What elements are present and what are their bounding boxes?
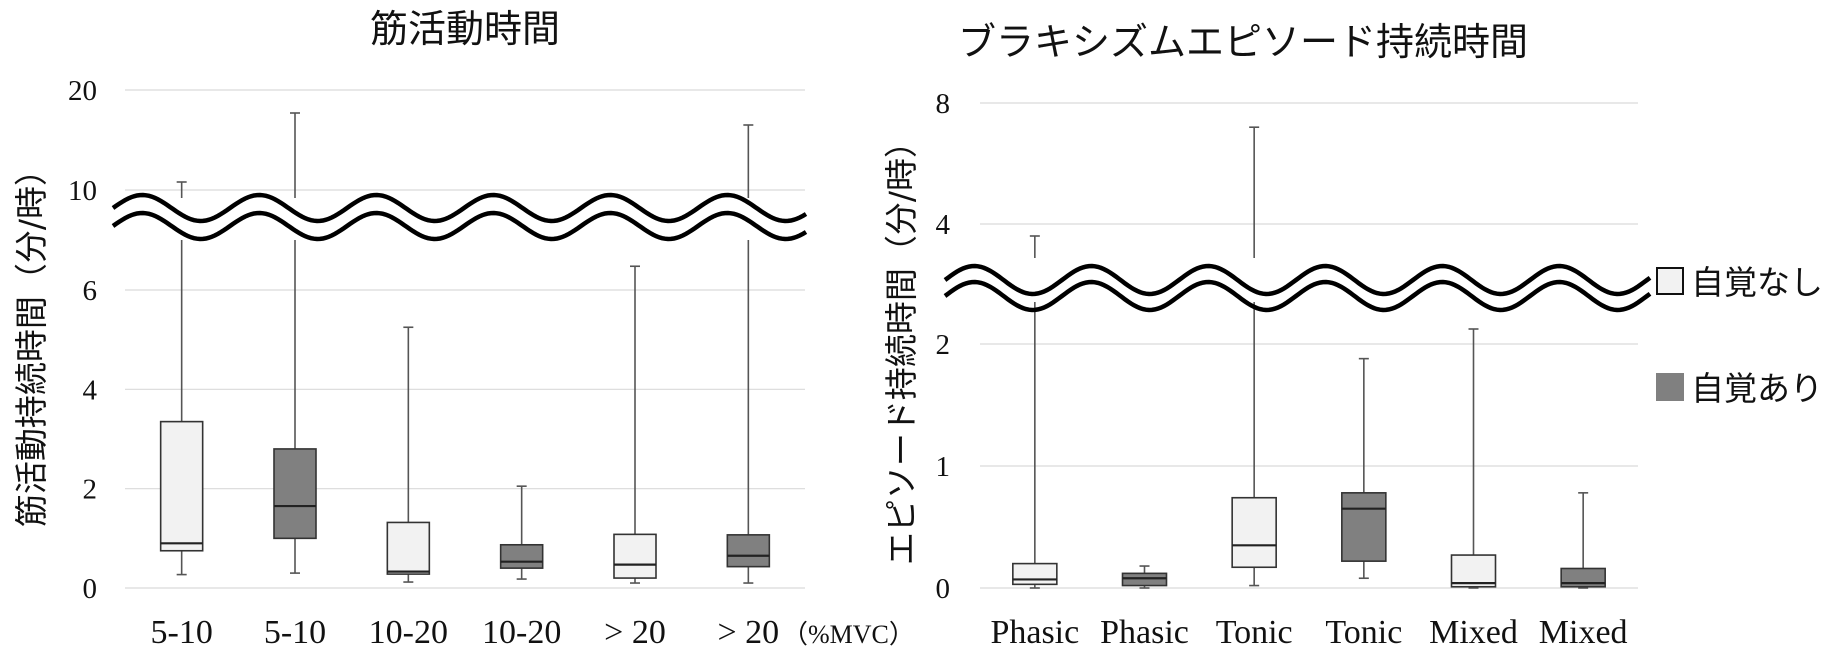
y-tick-label: 1 [936, 451, 951, 483]
box-rect [726, 534, 771, 568]
box-rect [1012, 562, 1058, 586]
y-axis-label: 筋活動持続時間（分/時） [12, 153, 51, 527]
x-tick-label: Mixed [1539, 614, 1628, 651]
x-tick-label: > 20 [717, 614, 779, 651]
y-tick-label: 0 [83, 573, 98, 605]
box-plot [1560, 492, 1606, 589]
box-rect [159, 420, 204, 552]
x-tick-label: Tonic [1216, 614, 1293, 651]
legend-swatch [1656, 373, 1684, 401]
box-rect [1231, 496, 1277, 569]
axis-break-wave-top [943, 263, 1652, 297]
box-plot [499, 485, 544, 580]
axis-break-mask [113, 198, 815, 240]
axis-break [940, 258, 1658, 313]
y-tick-label: 0 [936, 573, 951, 605]
chart-title: ブラキシズムエピソード持続時間 [958, 20, 1528, 64]
legend-label: 自覚あり [1691, 369, 1823, 408]
chart-muscle-activity: 筋活動時間 0 2 4 6 10 20 筋活動持続時間（分/時） 5-10 5-10 10-20 10… [12, 7, 915, 651]
box-rect [1450, 554, 1497, 588]
x-tick-label: Phasic [990, 614, 1079, 651]
legend-swatch [1656, 267, 1684, 295]
legend-item: 自覚あり [1656, 369, 1823, 408]
box-plot [386, 326, 431, 583]
x-tick-label: Tonic [1325, 614, 1402, 651]
chart-title: 筋活動時間 [370, 7, 560, 51]
y-tick-label: 6 [83, 275, 98, 307]
x-tick-label: 10-20 [369, 614, 448, 651]
x-tick-label: 5-10 [264, 614, 326, 651]
box-rect [273, 448, 317, 540]
y-tick-label: 8 [936, 88, 951, 120]
box-rect [386, 521, 431, 575]
box-plot [1450, 328, 1497, 589]
x-unit-label: （%MVC） [782, 620, 915, 649]
legend-label: 自覚なし [1691, 263, 1823, 302]
y-tick-label: 10 [68, 175, 97, 207]
box-rect [499, 543, 544, 569]
box-plot [1231, 126, 1277, 587]
x-tick-label: Mixed [1429, 614, 1518, 651]
box-plot [613, 265, 657, 584]
box-rect [1121, 572, 1168, 587]
axis-break-wave-top [111, 192, 808, 224]
y-tick-label: 20 [68, 75, 97, 107]
box-rect [613, 533, 657, 579]
box-plot [159, 181, 204, 576]
box-plot [1341, 357, 1387, 580]
y-tick-label: 2 [936, 329, 951, 361]
box-plot [1121, 565, 1168, 589]
x-tick-label: 5-10 [151, 614, 213, 651]
axis-break-wave-bottom [943, 279, 1652, 313]
x-tick-label: > 20 [604, 614, 666, 651]
legend-item: 自覚なし [1656, 263, 1823, 302]
y-tick-label: 2 [83, 474, 98, 506]
x-tick-label: Phasic [1100, 614, 1189, 651]
y-axis-label: エピソード持続時間（分/時） [882, 125, 921, 565]
axis-break [111, 192, 815, 242]
box-rect [1341, 492, 1387, 562]
axis-break-wave-bottom [111, 210, 808, 242]
x-tick-label: 10-20 [482, 614, 561, 651]
y-tick-label: 4 [83, 374, 98, 406]
chart-bruxism-episode: ブラキシズムエピソード持続時間 0 1 2 4 8 エピソード持続時間（分/時） Phasic… [882, 20, 1658, 651]
box-plot [273, 112, 317, 574]
y-tick-label: 4 [936, 209, 951, 241]
